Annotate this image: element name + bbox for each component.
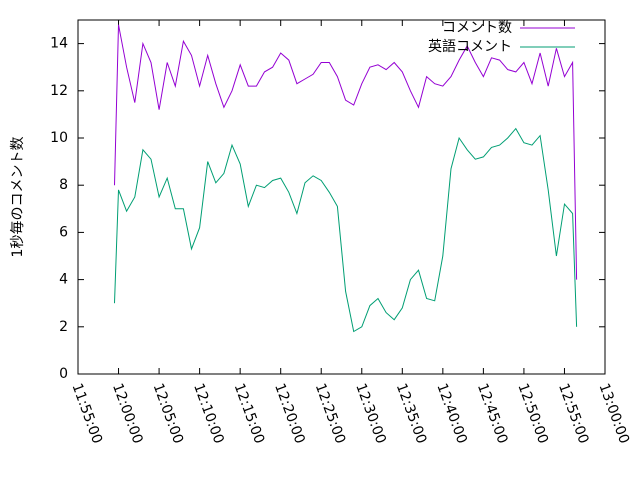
x-tick-label: 12:05:00 xyxy=(150,381,187,446)
series-line xyxy=(114,127,578,333)
x-tick-label: 11:55:00 xyxy=(68,381,105,446)
x-tick-label: 12:10:00 xyxy=(190,381,227,446)
x-tick-label: 12:15:00 xyxy=(231,381,268,446)
y-tick-label: 12 xyxy=(50,83,68,99)
y-tick-label: 4 xyxy=(59,272,68,288)
x-tick-label: 12:40:00 xyxy=(433,381,470,446)
series-line xyxy=(114,24,578,280)
legend-label: コメント数 xyxy=(442,20,512,36)
legend-label: 英語コメント xyxy=(428,38,512,55)
x-tick-label: 12:55:00 xyxy=(555,381,592,446)
x-tick-label: 12:30:00 xyxy=(352,381,389,446)
y-tick-label: 6 xyxy=(59,224,68,240)
x-tick-label: 13:00:00 xyxy=(595,381,632,446)
y-tick-label: 10 xyxy=(50,130,68,146)
x-tick-label: 12:00:00 xyxy=(109,381,146,446)
y-tick-label: 14 xyxy=(50,36,68,52)
plot-frame xyxy=(77,19,606,375)
y-tick-label: 0 xyxy=(59,366,68,382)
x-tick-label: 12:45:00 xyxy=(474,381,511,446)
y-tick-label: 8 xyxy=(59,177,68,193)
x-tick-label: 12:20:00 xyxy=(271,381,308,446)
x-tick-label: 12:25:00 xyxy=(312,381,349,446)
x-tick-label: 12:50:00 xyxy=(514,381,551,446)
y-axis-label: 1秒毎のコメント数 xyxy=(10,137,26,258)
y-tick-label: 2 xyxy=(59,319,68,335)
x-tick-label: 12:35:00 xyxy=(393,381,430,446)
